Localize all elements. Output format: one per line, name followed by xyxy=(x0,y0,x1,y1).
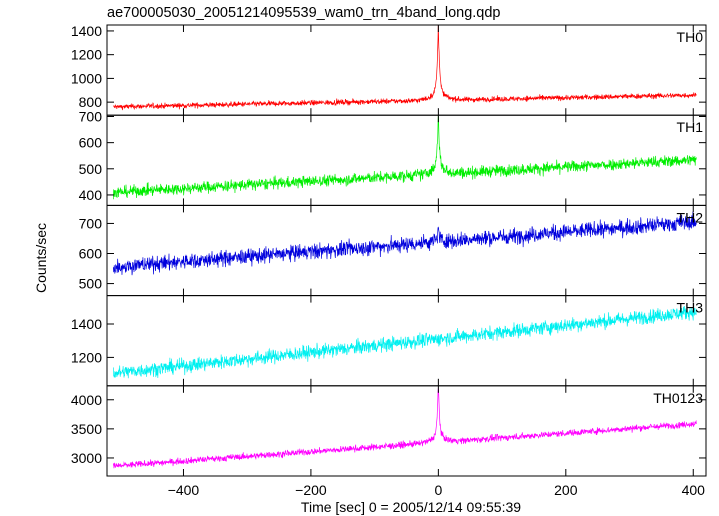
y-tick-label: 700 xyxy=(79,109,103,125)
panel-frame xyxy=(106,295,707,387)
panel-th3: 1200 1400 TH3 xyxy=(71,295,707,387)
y-tick-label: 600 xyxy=(79,135,103,151)
y-axis-label: Counts/sec xyxy=(33,223,49,293)
x-tick-label: −200 xyxy=(295,482,327,498)
series-line-th0123 xyxy=(113,388,697,469)
series-label-th0: TH0 xyxy=(677,29,704,45)
series-label-th0123: TH0123 xyxy=(653,390,703,406)
panel-th1: 400 500 600 700 TH1 xyxy=(79,109,707,206)
y-tick-label: 700 xyxy=(79,215,103,231)
x-axis-label: Time [sec] 0 = 2005/12/14 09:55:39 xyxy=(301,499,521,515)
y-tick-label: 3000 xyxy=(71,450,102,466)
y-tick-label: 800 xyxy=(79,94,103,110)
series-label-th2: TH2 xyxy=(677,209,704,225)
y-tick-label: 1000 xyxy=(71,70,102,86)
panel-frame xyxy=(106,385,707,477)
x-tick-label: 0 xyxy=(434,482,442,498)
y-tick-label: 500 xyxy=(79,276,103,292)
panel-th2: 500 600 700 TH2 xyxy=(79,204,707,297)
panel-frame xyxy=(106,114,707,206)
y-tick-label: 1400 xyxy=(71,23,102,39)
panel-th0: 800 1000 1200 1400 TH0 xyxy=(71,23,707,116)
y-tick-label: 400 xyxy=(79,187,103,203)
y-tick-label: 600 xyxy=(79,246,103,262)
x-tick-label: −400 xyxy=(168,482,200,498)
series-line-th1 xyxy=(113,115,697,200)
panel-th0123: 3000 3500 4000 TH0123 xyxy=(71,385,707,477)
series-line-th2 xyxy=(113,211,697,276)
y-tick-label: 500 xyxy=(79,161,103,177)
y-tick-label: 3500 xyxy=(71,421,102,437)
series-label-th1: TH1 xyxy=(677,119,704,135)
series-line-th3 xyxy=(113,305,697,379)
y-tick-label: 4000 xyxy=(71,392,102,408)
y-tick-label: 1200 xyxy=(71,47,102,63)
series-label-th3: TH3 xyxy=(677,300,704,316)
x-tick-label: 200 xyxy=(554,482,578,498)
chart-title: ae700005030_20051214095539_wam0_trn_4ban… xyxy=(107,5,500,21)
y-tick-label: 1200 xyxy=(71,349,102,365)
x-tick-label: 400 xyxy=(682,482,706,498)
y-tick-label: 1400 xyxy=(71,316,102,332)
panels: 800 1000 1200 1400 TH0 400 500 600 700 TH1 500 600 7… xyxy=(71,23,707,498)
series-line-th0 xyxy=(113,25,697,111)
panel-frame xyxy=(106,204,707,297)
